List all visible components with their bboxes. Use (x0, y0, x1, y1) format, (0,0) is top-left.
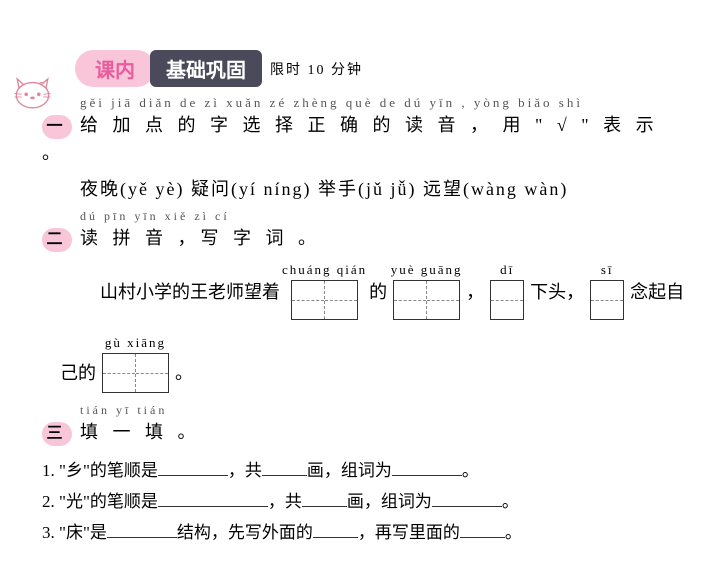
blank-input[interactable] (313, 519, 358, 538)
q3-item-3: 3. "床"是结构，先写外面的，再写里面的。 (42, 518, 690, 543)
q2-sentence-2: 己的 gù xiāng 。 (60, 335, 690, 393)
fill-box-1[interactable]: chuáng qián (282, 262, 367, 320)
q3-pinyin: tián yī tián (80, 403, 690, 418)
kitty-icon (10, 70, 55, 115)
q2-title: 读 拼 音 ，写 字 词 。 (80, 228, 321, 248)
q2-pinyin: dú pīn yīn xiě zì cí (80, 209, 690, 224)
sentence-text: 的 (369, 278, 387, 304)
q2-sentence-1: 山村小学的王老师望着 chuáng qián 的 yuè guāng ， dī … (100, 262, 690, 320)
sentence-text: ， (466, 278, 484, 304)
q3-item-2: 2. "光"的笔顺是，共画，组词为。 (42, 487, 690, 512)
blank-input[interactable] (302, 488, 347, 507)
sentence-text: 山村小学的王老师望着 (100, 278, 280, 304)
fill-box-3[interactable]: dī (486, 262, 528, 320)
q3-title-row: 三填 一 填 。 (42, 418, 690, 446)
q2-title-row: 二读 拼 音 ，写 字 词 。 (42, 224, 690, 252)
sentence-text: 念起自 (630, 278, 684, 304)
fill-box-5[interactable]: gù xiāng (98, 335, 173, 393)
q3-item-1: 1. "乡"的笔顺是，共画，组词为。 (42, 456, 690, 481)
worksheet-header: 课内 基础巩固 限时 10 分钟 (30, 50, 690, 87)
fill-box-2[interactable]: yuè guāng (389, 262, 464, 320)
blank-input[interactable] (158, 457, 228, 476)
sentence-text: 。 (175, 359, 193, 385)
time-limit: 限时 10 分钟 (270, 59, 363, 79)
section-one-badge: 一 (42, 115, 72, 139)
fill-box-4[interactable]: sī (586, 262, 628, 320)
blank-input[interactable] (262, 457, 307, 476)
inner-badge: 课内 (75, 50, 155, 87)
section-two-badge: 二 (42, 228, 72, 252)
section-three-badge: 三 (42, 422, 72, 446)
sentence-text: 下头， (530, 278, 584, 304)
q1-title-row: 一给 加 点 的 字 选 择 正 确 的 读 音 ， 用 " √ " 表 示 。 (42, 111, 690, 165)
main-title: 基础巩固 (150, 50, 262, 87)
blank-input[interactable] (158, 488, 268, 507)
sentence-text: 己的 (60, 359, 96, 385)
blank-input[interactable] (107, 519, 177, 538)
blank-input[interactable] (460, 519, 505, 538)
q1-hanzi: 给 加 点 的 字 选 择 正 确 的 读 音 ， 用 " √ " 表 示 。 (42, 115, 659, 163)
blank-input[interactable] (432, 488, 502, 507)
q1-options: 夜晚(yě yè) 疑问(yí níng) 举手(jǔ jǚ) 远望(wàng … (80, 175, 690, 201)
blank-input[interactable] (392, 457, 462, 476)
q3-title: 填 一 填 。 (80, 422, 201, 442)
q1-pinyin: gěi jiā diǎn de zì xuǎn zé zhèng què de … (80, 95, 690, 111)
